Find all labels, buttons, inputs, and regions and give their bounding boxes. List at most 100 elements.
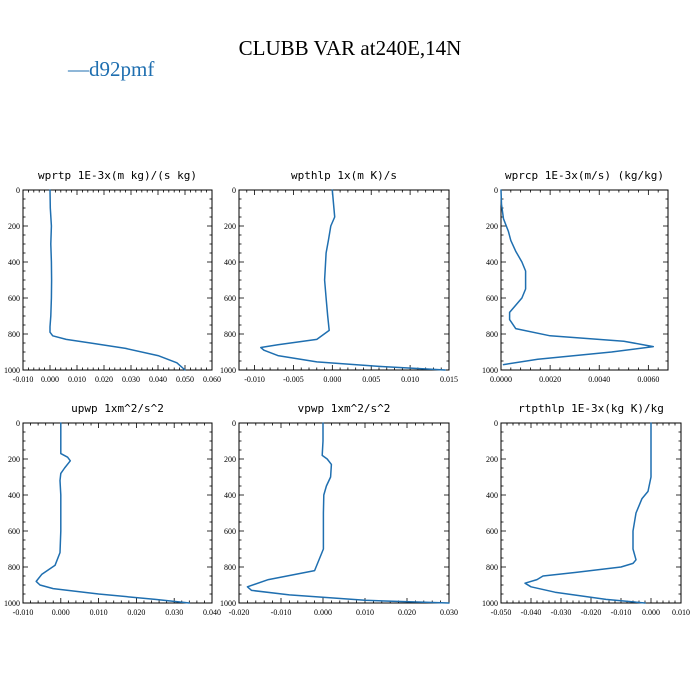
x-tick-label: -0.030 — [551, 608, 572, 617]
y-tick-label: 600 — [224, 527, 236, 536]
panel-grid: wprtp 1E-3x(m kg)/(s kg) 0 200 400 600 800 100… — [4, 169, 690, 617]
x-tick-label: 0.015 — [440, 375, 458, 384]
panel-3: wprcp 1E-3x(m/s) (kg/kg) 0 200 400 600 800 100… — [482, 169, 669, 384]
x-tick-label: 0.0040 — [588, 375, 610, 384]
x-tick-label: 0.0000 — [490, 375, 512, 384]
series-line-d92pmf — [500, 189, 655, 366]
plot-frame — [22, 422, 213, 604]
legend-label: d92pmf — [89, 57, 154, 81]
x-tick-label: 0.050 — [176, 375, 194, 384]
figure-title: CLUBB VAR at240E,14N — [239, 36, 462, 60]
y-tick-label: 1000 — [482, 599, 498, 608]
x-tick-label: 0.0060 — [637, 375, 659, 384]
plot-frame — [238, 422, 450, 604]
legend-symbol: — — [67, 57, 90, 81]
x-tick-label: -0.040 — [521, 608, 542, 617]
panel-title: wprtp 1E-3x(m kg)/(s kg) — [38, 169, 197, 182]
x-tick-label: -0.010 — [244, 375, 265, 384]
y-tick-label: 800 — [224, 563, 236, 572]
y-tick-label: 1000 — [220, 599, 236, 608]
x-tick-label: 0.020 — [398, 608, 416, 617]
x-tick-label: 0.010 — [356, 608, 374, 617]
y-tick-label: 400 — [8, 258, 20, 267]
legend: — d92pmf — [67, 57, 154, 81]
x-tick-label: 0.010 — [68, 375, 86, 384]
panel-title: wprcp 1E-3x(m/s) (kg/kg) — [505, 169, 664, 182]
panel-title: rtpthlp 1E-3x(kg K)/kg — [518, 402, 664, 415]
x-tick-label: 0.000 — [52, 608, 70, 617]
y-tick-label: 200 — [8, 455, 20, 464]
y-tick-label: 800 — [8, 330, 20, 339]
y-tick-label: 0 — [494, 186, 498, 195]
series-line-d92pmf — [524, 422, 652, 604]
y-tick-label: 400 — [486, 491, 498, 500]
x-tick-label: 0.010 — [401, 375, 419, 384]
x-tick-label: -0.010 — [611, 608, 632, 617]
panel-title: upwp 1xm^2/s^2 — [71, 402, 164, 415]
series-line-d92pmf — [260, 189, 446, 371]
x-tick-label: 0.010 — [672, 608, 690, 617]
y-tick-label: 0 — [232, 419, 236, 428]
y-tick-label: 800 — [486, 330, 498, 339]
x-tick-label: -0.010 — [271, 608, 292, 617]
series-line-d92pmf — [35, 422, 191, 604]
x-tick-label: -0.010 — [13, 375, 34, 384]
y-tick-label: 1000 — [482, 366, 498, 375]
y-tick-label: 800 — [8, 563, 20, 572]
y-tick-label: 600 — [486, 294, 498, 303]
x-tick-label: 0.000 — [323, 375, 341, 384]
plot-frame — [238, 189, 450, 371]
panel-6: rtpthlp 1E-3x(kg K)/kg02004006008001000-… — [482, 402, 690, 617]
y-tick-label: 800 — [486, 563, 498, 572]
panel-1: wprtp 1E-3x(m kg)/(s kg) 0 200 400 600 800 100… — [4, 169, 221, 384]
x-tick-label: 0.030 — [122, 375, 140, 384]
y-tick-label: 400 — [224, 258, 236, 267]
x-tick-label: 0.010 — [90, 608, 108, 617]
x-tick-label: -0.005 — [283, 375, 304, 384]
x-tick-label: 0.040 — [149, 375, 167, 384]
x-tick-label: 0.000 — [314, 608, 332, 617]
series-line-d92pmf — [246, 422, 450, 604]
y-tick-label: 200 — [486, 455, 498, 464]
y-tick-label: 600 — [224, 294, 236, 303]
y-tick-label: 600 — [8, 527, 20, 536]
y-tick-label: 600 — [8, 294, 20, 303]
x-tick-label: 0.020 — [127, 608, 145, 617]
y-tick-label: 200 — [8, 222, 20, 231]
x-tick-label: -0.010 — [13, 608, 34, 617]
y-tick-label: 400 — [8, 491, 20, 500]
y-tick-label: 0 — [16, 419, 20, 428]
y-tick-label: 1000 — [220, 366, 236, 375]
x-tick-label: 0.040 — [203, 608, 221, 617]
y-tick-label: 0 — [494, 419, 498, 428]
x-tick-label: 0.000 — [41, 375, 59, 384]
y-tick-label: 400 — [486, 258, 498, 267]
panel-title: vpwp 1xm^2/s^2 — [298, 402, 391, 415]
y-tick-label: 600 — [486, 527, 498, 536]
x-tick-label: 0.030 — [440, 608, 458, 617]
panel-5: vpwp 1xm^2/s^2 0 200 400 600 800 1000-0.020 -0.… — [220, 402, 458, 617]
y-tick-label: 0 — [232, 186, 236, 195]
x-tick-label: 0.060 — [203, 375, 221, 384]
panel-title: wpthlp 1x(m K)/s — [291, 169, 397, 182]
x-tick-label: 0.005 — [362, 375, 380, 384]
y-tick-label: 200 — [224, 222, 236, 231]
y-tick-label: 0 — [16, 186, 20, 195]
y-tick-label: 200 — [486, 222, 498, 231]
x-tick-label: -0.020 — [229, 608, 250, 617]
y-tick-label: 400 — [224, 491, 236, 500]
x-tick-label: 0.000 — [642, 608, 660, 617]
y-tick-label: 1000 — [4, 366, 20, 375]
x-tick-label: 0.030 — [165, 608, 183, 617]
y-tick-label: 800 — [224, 330, 236, 339]
panel-2: wpthlp 1x(m K)/s 0 200 400 600 800 1000 -0.010 -… — [220, 169, 458, 384]
y-tick-label: 200 — [224, 455, 236, 464]
x-tick-label: 0.020 — [95, 375, 113, 384]
x-tick-label: -0.020 — [581, 608, 602, 617]
x-tick-label: 0.0020 — [539, 375, 561, 384]
series-line-d92pmf — [49, 189, 186, 371]
x-tick-label: -0.050 — [491, 608, 512, 617]
plot-frame — [500, 422, 682, 604]
panel-4: upwp 1xm^2/s^2 0 200 400 600 800 1000-0.010 0.0… — [4, 402, 221, 617]
